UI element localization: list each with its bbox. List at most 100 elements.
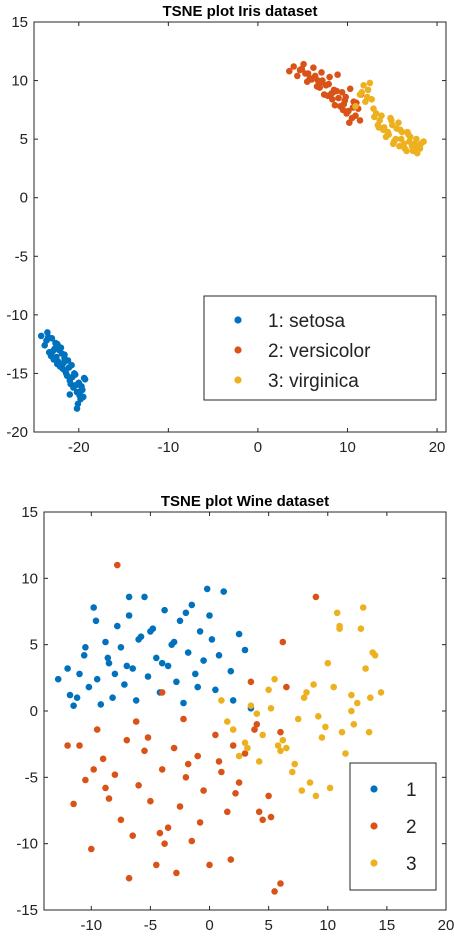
data-point — [85, 683, 93, 691]
data-point — [147, 628, 154, 635]
y-tick-label: -15 — [16, 902, 38, 919]
data-point — [144, 673, 152, 680]
y-tick-label: -5 — [25, 769, 38, 786]
data-point — [364, 86, 372, 94]
y-tick-label: 15 — [11, 14, 28, 31]
legend: 1 2 3 — [349, 762, 437, 891]
data-point — [352, 103, 359, 110]
data-point — [365, 728, 373, 736]
data-point — [350, 721, 358, 728]
data-point — [156, 829, 164, 837]
y-tick-label: -10 — [6, 307, 28, 324]
data-point — [326, 784, 334, 792]
data-point — [352, 112, 359, 119]
data-point — [141, 747, 148, 755]
x-tick-label: 10 — [339, 439, 356, 456]
data-point — [97, 701, 105, 708]
data-point — [153, 861, 160, 869]
data-point — [322, 723, 329, 731]
data-point — [356, 117, 364, 124]
data-point — [255, 758, 263, 765]
y-tick-label: 5 — [20, 131, 28, 148]
data-point — [325, 80, 333, 88]
legend: 1: setosa 2: versicolor 3: virginica — [203, 295, 437, 401]
series-2 — [64, 561, 320, 895]
series-1 — [37, 329, 89, 412]
data-point — [54, 340, 61, 348]
data-point — [117, 816, 125, 824]
data-point — [92, 617, 100, 625]
data-point — [306, 779, 314, 786]
data-point — [348, 707, 355, 715]
plot-area-frame — [33, 21, 447, 433]
data-point — [125, 874, 133, 882]
y-tick-label: -10 — [16, 836, 38, 853]
data-point — [227, 667, 235, 675]
data-point — [105, 659, 113, 667]
data-point — [300, 60, 307, 68]
data-point — [188, 601, 196, 609]
data-point — [265, 792, 272, 800]
data-point — [180, 699, 187, 707]
data-points — [37, 60, 427, 412]
data-point — [235, 779, 243, 786]
data-point — [173, 869, 180, 877]
data-point — [66, 691, 74, 699]
data-point — [310, 64, 317, 71]
data-point — [367, 694, 374, 701]
data-point — [251, 726, 258, 733]
data-point — [393, 125, 401, 132]
series-2 — [286, 60, 365, 126]
data-point — [72, 381, 80, 389]
y-tick-label: -5 — [15, 248, 28, 265]
y-tick-label: 5 — [30, 637, 38, 654]
data-point — [412, 145, 419, 152]
legend-marker — [234, 316, 242, 324]
data-point — [196, 628, 204, 635]
data-point — [241, 739, 249, 747]
data-point — [102, 784, 109, 792]
data-point — [279, 736, 287, 744]
data-point — [348, 691, 355, 699]
data-point — [371, 113, 378, 121]
data-point — [277, 747, 284, 755]
data-point — [182, 774, 190, 781]
data-point — [212, 731, 219, 739]
data-point — [341, 97, 349, 104]
legend-marker — [234, 346, 242, 354]
data-point — [81, 376, 89, 383]
x-tick-label: -20 — [68, 439, 90, 456]
legend-entry: 3: virginica — [268, 371, 359, 392]
data-point — [253, 721, 261, 728]
data-point — [255, 808, 263, 816]
x-tick-label: 15 — [379, 917, 396, 934]
data-point — [125, 612, 133, 619]
data-point — [360, 82, 367, 89]
data-point — [114, 561, 121, 569]
data-point — [64, 742, 71, 749]
data-point — [317, 79, 324, 87]
data-point — [296, 66, 304, 74]
data-point — [229, 742, 237, 749]
data-point — [227, 856, 235, 863]
data-point — [279, 638, 287, 646]
data-point — [164, 662, 172, 670]
data-point — [105, 795, 113, 802]
data-point — [158, 659, 166, 667]
data-point — [346, 85, 354, 93]
legend-marker — [370, 785, 378, 793]
data-point — [315, 713, 322, 720]
data-point — [395, 119, 402, 126]
data-point — [182, 609, 190, 617]
data-point — [271, 675, 278, 683]
data-point — [76, 670, 83, 678]
data-point — [176, 803, 184, 810]
data-point — [80, 652, 88, 659]
data-point — [208, 636, 216, 643]
data-point — [329, 89, 337, 96]
data-point — [359, 604, 367, 611]
data-point — [67, 380, 74, 388]
data-point — [99, 755, 107, 763]
x-tick-label: 20 — [429, 439, 446, 456]
data-point — [229, 726, 237, 733]
